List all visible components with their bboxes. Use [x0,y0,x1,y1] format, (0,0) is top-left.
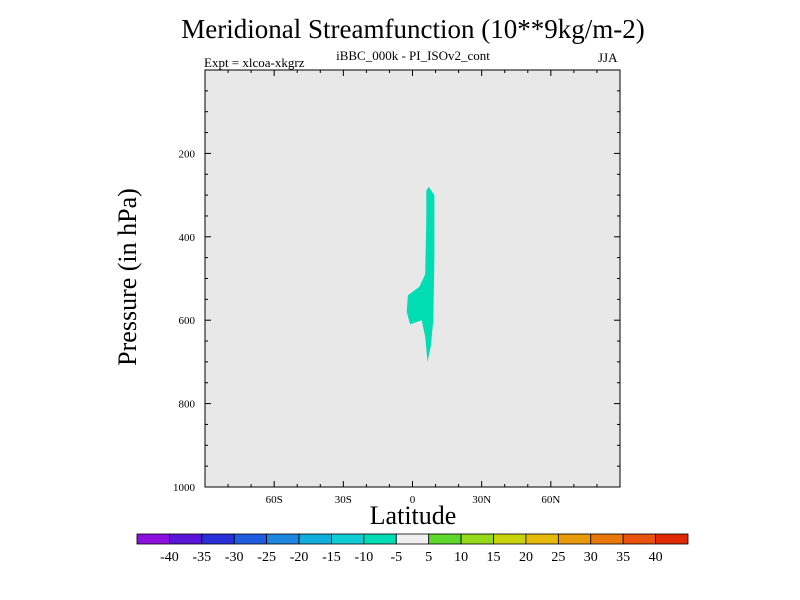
colorbar-label: -20 [290,550,309,565]
colorbar-label: -30 [225,550,244,565]
colorbar-label: -25 [257,550,276,565]
colorbar-swatch [590,533,624,545]
colorbar-swatch [331,533,365,545]
colorbar-label: 20 [519,550,533,565]
colorbar-label: -10 [355,550,374,565]
colorbar-swatch [655,533,689,545]
x-axis-label: Latitude [369,501,457,530]
chart-subtitle: iBBC_000k - PI_ISOv2_cont [336,48,490,63]
colorbar-swatch [493,533,527,545]
colorbar-swatch [557,533,592,545]
colorbar-label: 25 [551,550,565,565]
contour-region-0 [406,186,435,362]
chart-title: Meridional Streamfunction (10**9kg/m-2) [181,14,645,44]
y-tick-label: 200 [179,148,196,160]
x-tick-label: 30S [335,494,352,506]
colorbar-label: -40 [160,550,179,565]
colorbar-swatch [169,533,203,545]
colorbar-label: 40 [649,550,663,565]
colorbar-swatch [395,533,430,545]
x-tick-label: 60S [266,494,283,506]
y-tick-label: 600 [179,315,196,327]
colorbar-label: 10 [454,550,468,565]
colorbar-label: -35 [192,550,211,565]
colorbar-swatch [460,533,494,545]
colorbar-swatch [363,533,397,545]
y-tick-label: 800 [179,399,196,411]
colorbar-label: 5 [425,550,432,565]
y-axis-label: Pressure (in hPa) [113,188,142,366]
colorbar-label: -5 [390,550,402,565]
colorbar-swatch [525,533,559,545]
colorbar-swatch [266,533,300,545]
y-tick-label: 1000 [173,482,196,494]
colorbar-label: 30 [584,550,598,565]
x-tick-label: 0 [410,494,416,506]
colorbar-swatch [233,533,268,545]
season-label: JJA [598,50,618,65]
colorbar-swatch [201,533,235,545]
plot-background [205,70,620,487]
colorbar-swatch [428,533,462,545]
y-tick-label: 400 [179,232,196,244]
x-tick-label: 30N [472,494,491,506]
experiment-label: Expt = xlcoa-xkgrz [204,55,305,70]
colorbar-swatch [622,533,656,545]
colorbar-label: 15 [487,550,501,565]
colorbar-label: 35 [616,550,630,565]
colorbar-swatch [298,533,332,545]
colorbar-swatch [136,533,170,545]
colorbar-label: -15 [322,550,341,565]
x-tick-label: 60N [541,494,560,506]
